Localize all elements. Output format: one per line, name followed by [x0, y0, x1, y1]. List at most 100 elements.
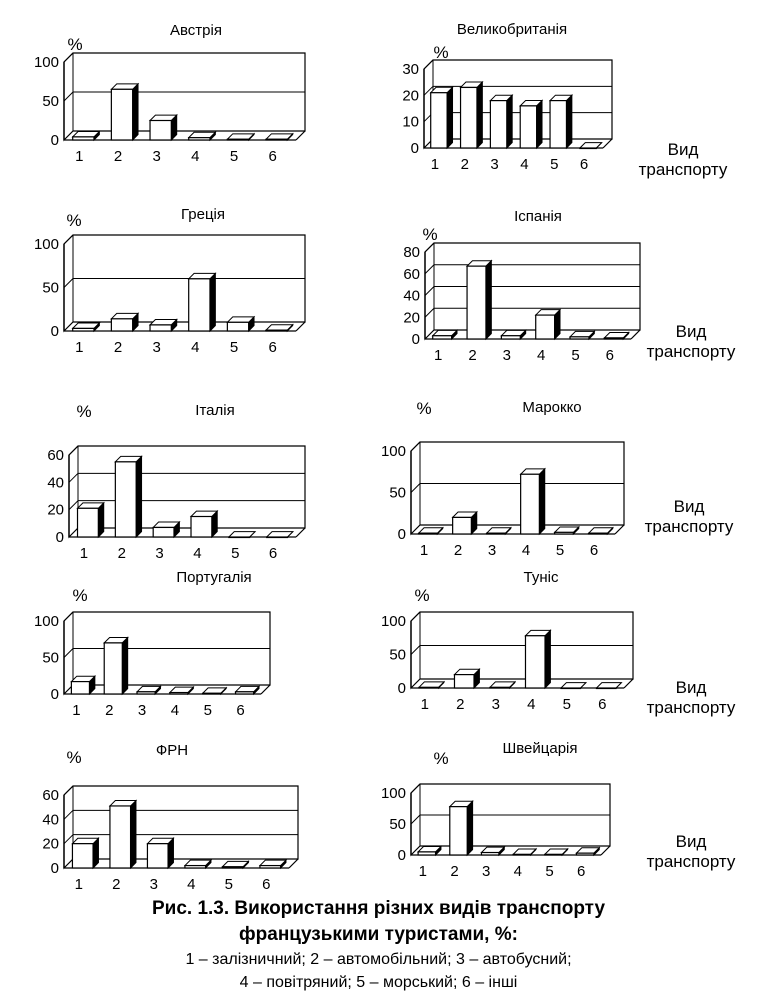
- bar-front: [579, 147, 597, 150]
- gridline-side: [423, 59, 434, 70]
- bar: [519, 99, 544, 150]
- plot-frame: [63, 52, 306, 142]
- bar-top: [187, 272, 217, 280]
- bar-front: [169, 691, 189, 695]
- axis-side-label-line1: Вид: [667, 140, 699, 159]
- bar-chart-7: 0 50 100 1 2 3 4 5 6 Португалія%: [34, 569, 271, 719]
- bar: [264, 323, 294, 333]
- y-tick-label: 0: [51, 860, 59, 877]
- gridline-side: [63, 785, 74, 796]
- x-tick-label: 5: [225, 876, 233, 890]
- axis-side-label-line2: транспорту: [644, 517, 734, 536]
- figure-legend-line2: 4 – повітряний; 5 – морський; 6 – інші: [239, 974, 518, 991]
- bar-top: [258, 859, 288, 867]
- axis-side-label-line1: Вид: [675, 678, 707, 697]
- bar: [543, 847, 569, 857]
- bar: [114, 455, 143, 539]
- plot-frame: [63, 234, 306, 333]
- bar-top: [189, 510, 219, 517]
- bar-front: [554, 531, 574, 535]
- bar: [70, 674, 97, 696]
- y-tick-label: 20: [47, 502, 64, 519]
- bar-front: [149, 119, 172, 141]
- bar: [587, 526, 614, 536]
- floor-edge: [295, 321, 306, 332]
- bar-front: [202, 692, 222, 695]
- bar-chart-10: 0 50 100 1 2 3 4 5 6 Швейцарія%: [381, 740, 611, 880]
- chart-title: Португалія: [176, 569, 251, 586]
- bar: [429, 86, 454, 150]
- bar: [559, 682, 588, 690]
- chart-title: Греція: [181, 206, 225, 223]
- axis-side-label-line2: транспорту: [646, 342, 736, 361]
- bar-front: [103, 642, 123, 695]
- bar: [151, 520, 181, 539]
- bar-front: [459, 86, 478, 149]
- bar-front: [228, 536, 251, 539]
- bar: [524, 629, 552, 690]
- bar-chart-9: 0 20 40 60 1 2 3 4 5 6 ФРН%: [42, 742, 299, 890]
- bar-side: [506, 93, 513, 150]
- gridline-side: [68, 445, 79, 456]
- y-tick-label: 100: [34, 236, 59, 253]
- x-tick-label: 6: [590, 542, 598, 559]
- bar-front: [136, 691, 156, 695]
- bar: [110, 312, 140, 333]
- bar-front: [226, 138, 250, 141]
- bar-front: [417, 851, 437, 856]
- y-tick-label: 0: [411, 140, 419, 157]
- bar: [146, 837, 175, 870]
- y-tick-label: 50: [389, 485, 406, 502]
- floor-edge: [600, 845, 611, 856]
- bar-side: [544, 629, 551, 690]
- x-tick-label: 6: [606, 347, 614, 364]
- plot-frame: [410, 783, 611, 857]
- x-tick-label: 3: [152, 148, 160, 165]
- figure-caption-subtitle: французькими туристами, %:: [239, 924, 518, 945]
- x-tick-label: 6: [269, 545, 277, 562]
- bar-top: [71, 322, 101, 329]
- bar-front: [76, 507, 99, 538]
- y-tick-label: 60: [403, 266, 420, 283]
- bar: [168, 685, 195, 696]
- gridline-side: [68, 472, 79, 483]
- bar-front: [489, 686, 511, 689]
- y-tick-label: 40: [403, 288, 420, 305]
- x-tick-label: 5: [563, 696, 571, 713]
- x-tick-label: 1: [420, 542, 428, 559]
- x-tick-label: 3: [150, 876, 158, 890]
- y-unit-label: %: [72, 586, 87, 605]
- bar-top: [183, 859, 213, 867]
- floor-edge: [288, 858, 299, 869]
- bar-front: [512, 853, 532, 856]
- y-tick-label: 40: [47, 474, 64, 491]
- plot-frame: [68, 445, 306, 539]
- gridline-side: [63, 278, 74, 288]
- x-tick-label: 1: [75, 876, 83, 890]
- x-tick-label: 3: [482, 863, 490, 880]
- bar-side: [485, 259, 492, 341]
- gridline-side: [63, 809, 74, 820]
- y-tick-label: 0: [51, 323, 59, 340]
- x-tick-label: 6: [598, 696, 606, 713]
- y-unit-label: %: [414, 586, 429, 605]
- floor-edge: [295, 527, 306, 538]
- bar-front: [535, 314, 556, 340]
- bar-front: [114, 461, 137, 538]
- x-tick-label: 5: [231, 545, 239, 562]
- axis-side-label-line2: транспорту: [646, 698, 736, 717]
- bar-front: [489, 99, 508, 149]
- bar: [135, 685, 162, 696]
- bar-side: [446, 86, 454, 150]
- bar-front: [265, 329, 288, 332]
- bar: [453, 667, 481, 690]
- gridline-side: [63, 91, 74, 102]
- gridline-side: [410, 783, 421, 794]
- bar-front: [226, 321, 250, 332]
- bar-front: [72, 136, 95, 141]
- x-tick-label: 4: [171, 702, 179, 719]
- bar-top: [226, 133, 256, 140]
- x-tick-label: 1: [75, 148, 83, 165]
- bar-front: [259, 864, 282, 869]
